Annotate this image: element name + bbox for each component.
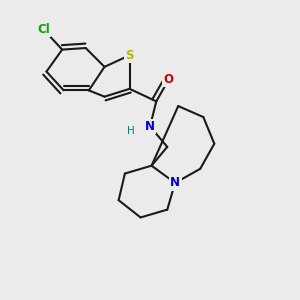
Text: N: N bbox=[145, 120, 155, 133]
Text: O: O bbox=[164, 73, 174, 86]
Text: Cl: Cl bbox=[37, 23, 50, 36]
Text: S: S bbox=[125, 49, 134, 62]
Text: H: H bbox=[127, 126, 135, 136]
Text: N: N bbox=[170, 176, 180, 189]
